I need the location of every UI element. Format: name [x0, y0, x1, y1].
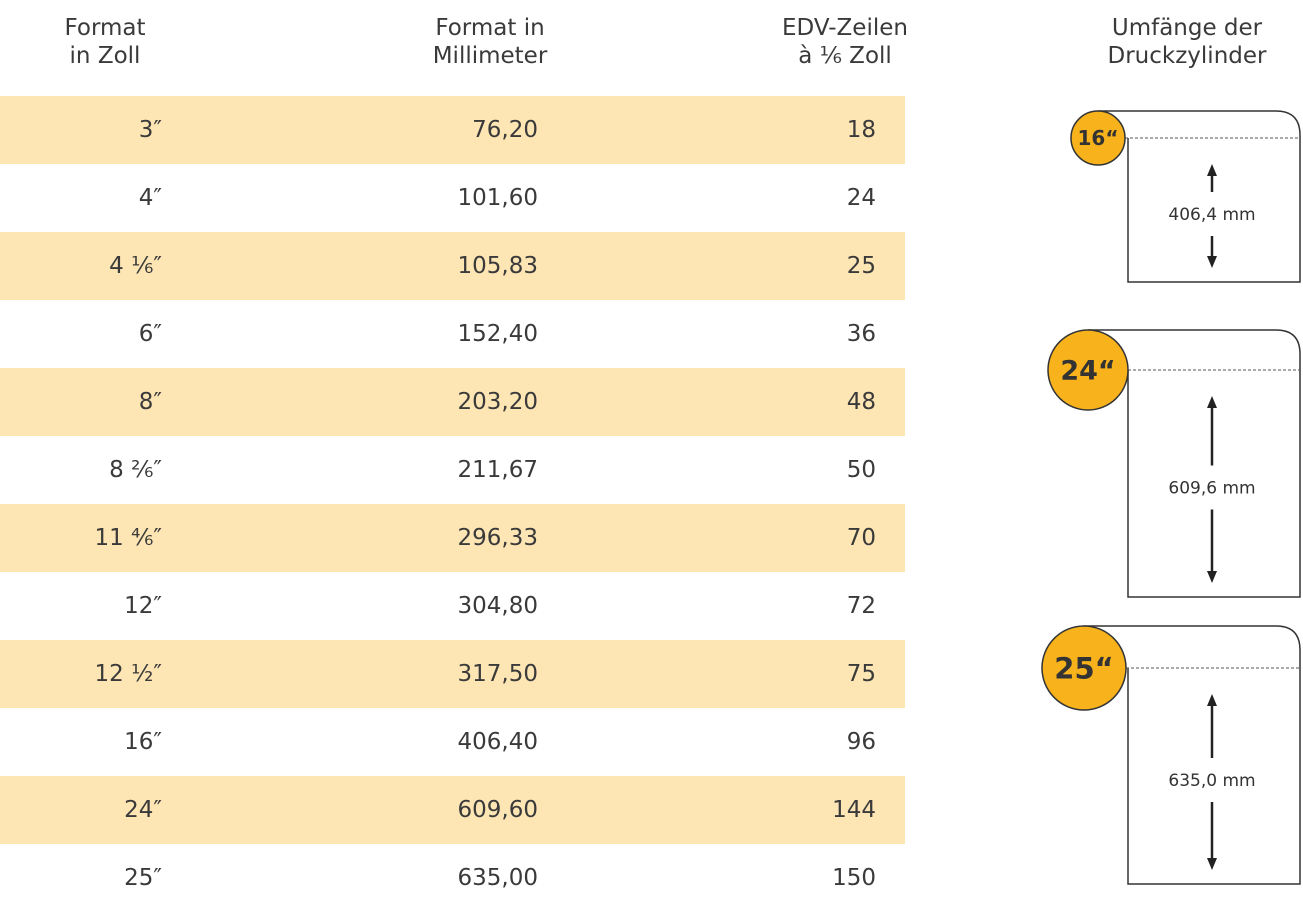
cylinder-label: 24“ — [1060, 356, 1115, 387]
measure-label: 635,0 mm — [1168, 771, 1255, 791]
measure-label: 609,6 mm — [1168, 479, 1255, 499]
paper — [1098, 111, 1300, 282]
cylinder-label: 16“ — [1078, 126, 1119, 150]
cylinder-label: 25“ — [1054, 651, 1113, 685]
cylinder-diagrams: 16“ 406,4 mm 24“ 609,6 mm 25“ 635,0 mm — [0, 0, 1303, 892]
measure-label: 406,4 mm — [1168, 205, 1255, 225]
